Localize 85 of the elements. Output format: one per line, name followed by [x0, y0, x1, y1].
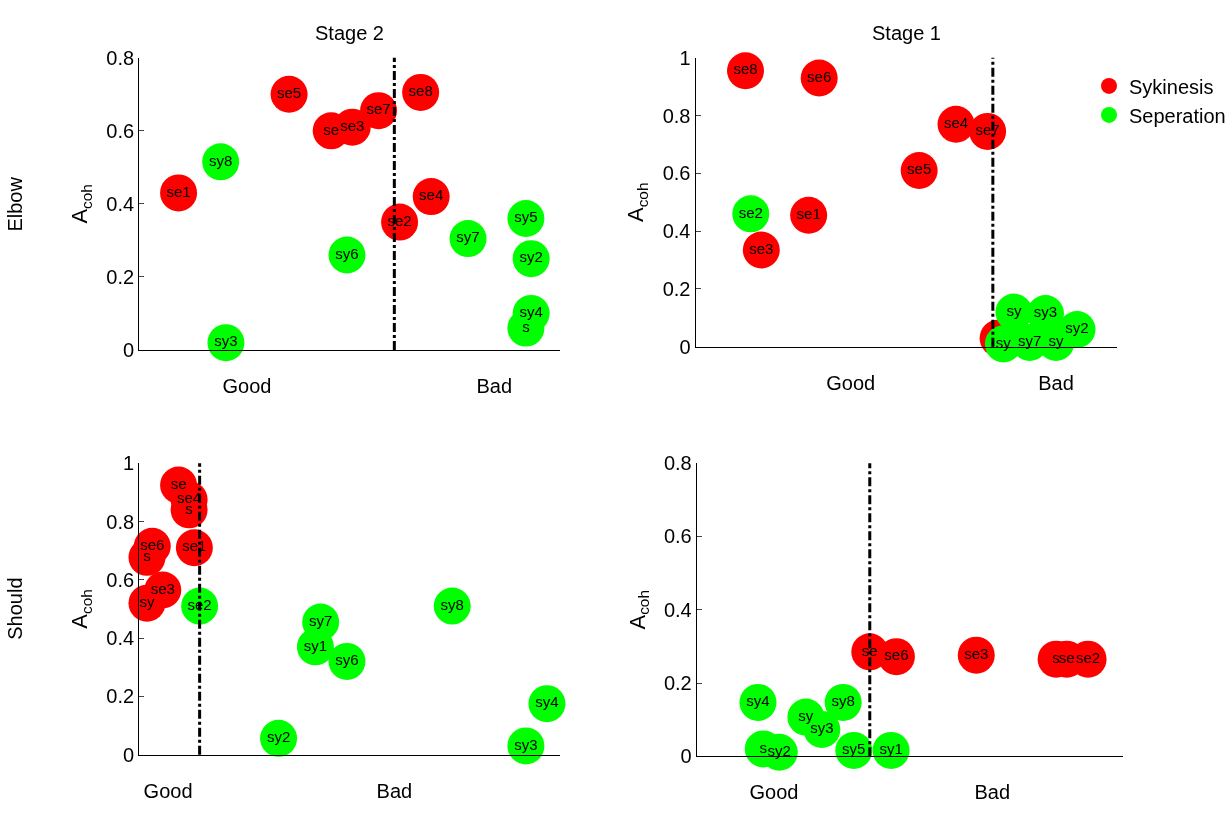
- data-label: se3: [749, 239, 774, 257]
- text: Should: [3, 577, 26, 640]
- y-tick-label: 0.2: [106, 265, 135, 288]
- data-label: sy8: [209, 151, 233, 169]
- data-label: se8: [408, 82, 433, 100]
- data-label: se: [170, 474, 187, 492]
- data-label: se7: [366, 100, 391, 118]
- y-tick-label: 0.4: [106, 192, 135, 215]
- y-tick-label: 0.6: [662, 162, 691, 185]
- y-tick-label: 0.6: [663, 525, 692, 548]
- data-label: se5: [276, 84, 302, 102]
- y-tick-label: 1: [679, 46, 691, 69]
- y-tick-label: 1: [122, 452, 135, 475]
- y-tick-label: 0: [679, 335, 691, 358]
- y-tick-label: 0: [122, 743, 135, 766]
- data-label: sy6: [335, 244, 359, 262]
- x-tick-label: Bad: [1038, 371, 1074, 394]
- data-label: se1: [796, 205, 821, 223]
- x-tick-label: Bad: [974, 781, 1011, 804]
- data-label: se1: [182, 537, 207, 555]
- data-label: sy2: [767, 741, 791, 759]
- data-label: se1: [166, 182, 191, 200]
- data-label: se6: [807, 67, 832, 85]
- data-label: sy4: [519, 303, 543, 321]
- data-label: sy3: [214, 332, 238, 350]
- data-label: se2: [1075, 648, 1101, 666]
- data-label: se5: [907, 160, 932, 178]
- x-tick-label: Good: [143, 779, 193, 802]
- x-tick-label: Bad: [476, 374, 513, 397]
- y-tick-label: 0.8: [106, 46, 135, 69]
- data-label: sy: [1006, 301, 1022, 319]
- y-tick-label: 0.8: [663, 452, 692, 475]
- data-label: sy2: [1065, 319, 1089, 337]
- x-tick-label: Good: [826, 371, 876, 394]
- text: Elbow: [3, 176, 26, 232]
- data-label: sy6: [335, 651, 359, 669]
- data-label: s: [759, 738, 768, 756]
- data-label: sy4: [746, 692, 770, 710]
- y-tick-label: 0.2: [106, 685, 135, 708]
- x-tick-label: Good: [222, 374, 272, 397]
- data-label: se2: [738, 203, 763, 221]
- data-label: se8: [733, 60, 758, 78]
- data-label: sy7: [1018, 332, 1042, 350]
- data-label: se3: [150, 579, 175, 597]
- data-label: sy3: [1033, 303, 1058, 321]
- y-tick-label: 0.2: [663, 672, 692, 695]
- y-tick-label: 0: [122, 338, 135, 361]
- data-label: se4: [943, 113, 969, 131]
- legend-label: Sykinesis: [1129, 75, 1214, 98]
- data-label: sy8: [831, 692, 855, 710]
- y-tick-label: 0.4: [106, 627, 135, 650]
- y-tick-label: 0.4: [662, 220, 691, 243]
- data-label: sy7: [456, 228, 480, 246]
- data-label: s: [1052, 648, 1060, 666]
- data-label: sy5: [514, 208, 538, 226]
- x-tick-label: Good: [749, 781, 799, 804]
- data-label: sy1: [879, 740, 903, 758]
- y-tick-label: 0.4: [663, 598, 692, 621]
- x-tick-label: Bad: [376, 779, 413, 802]
- data-label: se6: [884, 646, 909, 664]
- data-label: se3: [340, 116, 365, 134]
- data-label: sy1: [303, 636, 328, 654]
- data-label: sy2: [519, 248, 543, 266]
- data-label: se: [323, 120, 340, 138]
- y-tick-label: 0.6: [106, 119, 135, 142]
- legend-label: Seperation: [1129, 104, 1226, 127]
- data-label: sy5: [842, 740, 866, 758]
- data-label: sy4: [535, 693, 559, 711]
- chart-title: Stage 1: [872, 22, 941, 44]
- data-label: sy3: [514, 735, 538, 753]
- y-tick-label: 0: [680, 745, 692, 768]
- data-label: se: [1058, 648, 1075, 666]
- data-label: sy2: [266, 728, 291, 746]
- y-tick-label: 0.2: [662, 277, 691, 300]
- y-tick-label: 0.8: [106, 510, 135, 533]
- y-tick-label: 0.6: [106, 568, 135, 591]
- data-label: sy: [1048, 332, 1064, 350]
- data-label: se4: [419, 186, 444, 204]
- data-label: se3: [964, 644, 989, 662]
- chart-title: Stage 2: [315, 22, 384, 44]
- data-label: sy7: [308, 611, 333, 629]
- data-label: se: [861, 641, 878, 659]
- data-label: se7: [975, 121, 1000, 139]
- y-tick-label: 0.8: [662, 104, 691, 127]
- data-label: sy8: [440, 595, 464, 613]
